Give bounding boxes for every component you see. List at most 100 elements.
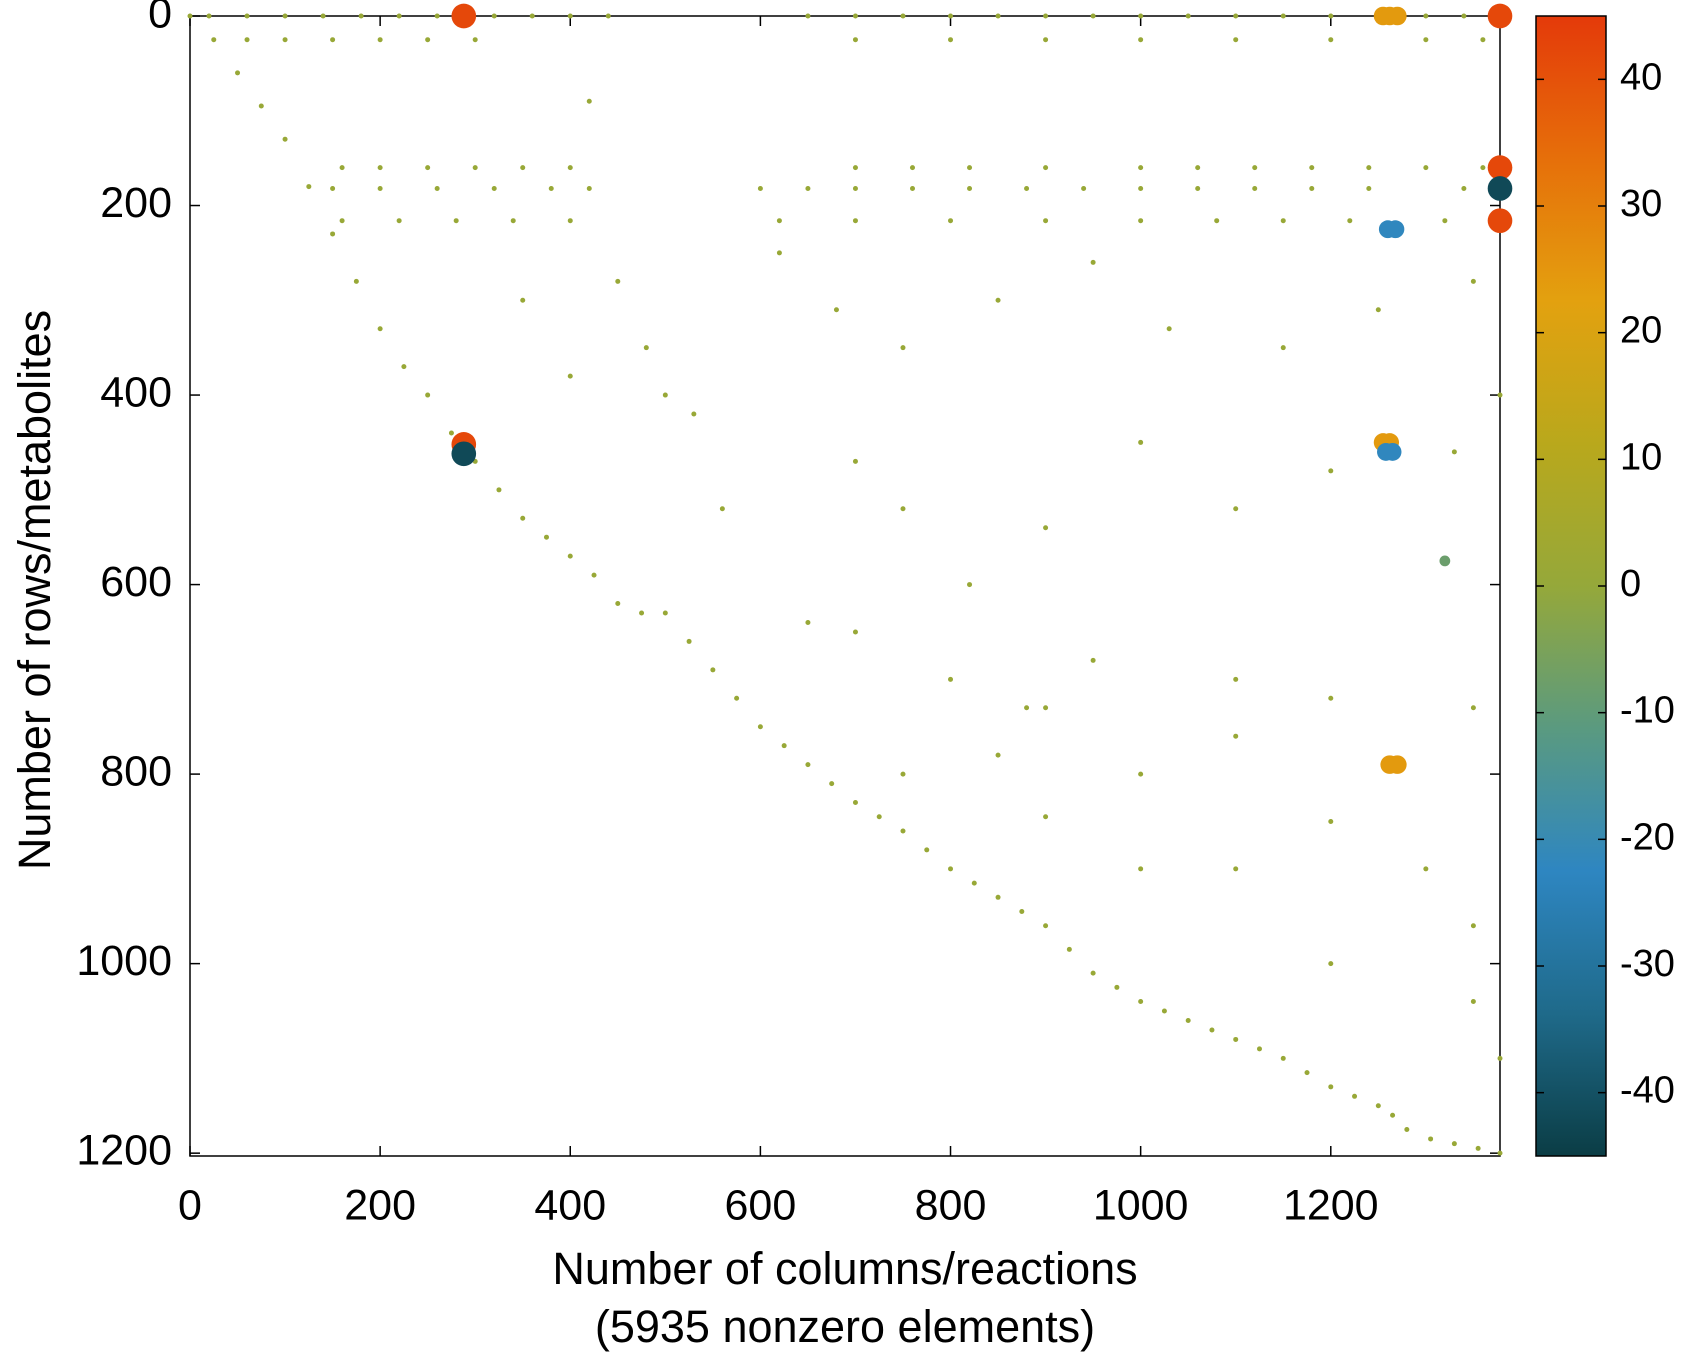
nonzero-element — [1138, 37, 1144, 43]
y-tick-label: 1200 — [76, 1127, 172, 1175]
nonzero-element — [1442, 218, 1448, 224]
nonzero-element — [900, 771, 906, 777]
nonzero-element — [451, 3, 477, 29]
nonzero-element — [1043, 165, 1049, 171]
nonzero-element — [1233, 866, 1239, 872]
nonzero-element — [1497, 1055, 1503, 1061]
x-tick-label: 600 — [725, 1181, 797, 1229]
nonzero-element — [1383, 442, 1402, 461]
nonzero-element — [1388, 6, 1407, 26]
nonzero-element — [1487, 208, 1513, 234]
nonzero-element — [909, 165, 915, 171]
nonzero-element — [472, 165, 478, 171]
nonzero-element — [900, 828, 906, 834]
nonzero-element — [1428, 1136, 1434, 1142]
nonzero-element — [586, 98, 592, 104]
nonzero-element — [1138, 439, 1144, 445]
nonzero-element — [451, 441, 477, 467]
nonzero-element — [1090, 657, 1096, 663]
nonzero-element — [995, 752, 1001, 758]
nonzero-element — [1328, 961, 1334, 967]
nonzero-element — [206, 13, 212, 19]
nonzero-element — [567, 165, 573, 171]
nonzero-element — [1388, 755, 1407, 774]
nonzero-element — [235, 70, 241, 76]
nonzero-element — [1366, 165, 1372, 171]
nonzero-element — [1233, 676, 1239, 682]
nonzero-element — [1487, 3, 1513, 29]
nonzero-element — [639, 610, 645, 616]
nonzero-element — [520, 515, 526, 521]
nonzero-element — [1366, 185, 1372, 191]
nonzero-element — [472, 37, 478, 43]
nonzero-element — [1138, 13, 1144, 19]
nonzero-element — [1309, 185, 1315, 191]
y-axis-label: Number of rows/metabolites — [9, 310, 60, 870]
nonzero-element — [282, 37, 288, 43]
nonzero-element — [244, 13, 250, 19]
nonzero-element — [971, 880, 977, 886]
nonzero-element — [776, 250, 782, 256]
nonzero-element — [1043, 37, 1049, 43]
nonzero-element — [1328, 37, 1334, 43]
nonzero-element — [1439, 555, 1451, 567]
nonzero-element — [909, 185, 915, 191]
y-tick-label: 200 — [100, 179, 172, 227]
nonzero-element — [187, 13, 193, 19]
colorbar-tick-label: -20 — [1620, 816, 1675, 858]
nonzero-element — [1138, 999, 1144, 1005]
y-tick-label: 1000 — [76, 937, 172, 985]
nonzero-element — [1090, 970, 1096, 976]
nonzero-element — [1081, 185, 1087, 191]
nonzero-element — [1043, 705, 1049, 711]
nonzero-element — [900, 13, 906, 19]
nonzero-element — [615, 278, 621, 284]
nonzero-element — [1138, 165, 1144, 171]
nonzero-element — [244, 37, 250, 43]
nonzero-element — [425, 392, 431, 398]
nonzero-element — [1043, 525, 1049, 531]
nonzero-element — [833, 307, 839, 313]
nonzero-element — [1423, 866, 1429, 872]
nonzero-element — [1451, 1141, 1457, 1147]
nonzero-element — [1280, 345, 1286, 351]
nonzero-element — [1138, 771, 1144, 777]
nonzero-element — [1138, 866, 1144, 872]
nonzero-element — [1328, 818, 1334, 824]
nonzero-element — [543, 534, 549, 540]
nonzero-element — [852, 165, 858, 171]
nonzero-element — [358, 13, 364, 19]
x-axis-label: Number of columns/reactions — [552, 1243, 1137, 1294]
nonzero-element — [339, 218, 345, 224]
nonzero-element — [805, 762, 811, 768]
nonzero-element — [1252, 185, 1258, 191]
nonzero-element — [1019, 909, 1025, 915]
nonzero-element — [1480, 165, 1486, 171]
nonzero-element — [306, 184, 312, 190]
nonzero-element — [1161, 1008, 1167, 1014]
nonzero-element — [852, 458, 858, 464]
nonzero-element — [434, 13, 440, 19]
nonzero-element — [1024, 705, 1030, 711]
nonzero-element — [1328, 1084, 1334, 1090]
nonzero-element — [425, 165, 431, 171]
nonzero-element — [491, 13, 497, 19]
nonzero-element — [1195, 165, 1201, 171]
colorbar-tick-label: 40 — [1620, 56, 1662, 98]
nonzero-element — [852, 13, 858, 19]
nonzero-element — [1233, 13, 1239, 19]
x-tick-label: 800 — [915, 1181, 987, 1229]
y-tick-label: 600 — [100, 558, 172, 606]
nonzero-element — [1209, 1027, 1215, 1033]
nonzero-element — [686, 638, 692, 644]
nonzero-element — [1214, 218, 1220, 224]
nonzero-element — [258, 103, 264, 109]
nonzero-element — [1328, 695, 1334, 701]
nonzero-element — [425, 37, 431, 43]
nonzero-element — [948, 37, 954, 43]
nonzero-element — [1487, 176, 1513, 201]
colorbar-tick-label: -40 — [1620, 1070, 1675, 1112]
x-tick-label: 400 — [534, 1181, 606, 1229]
nonzero-element — [852, 37, 858, 43]
